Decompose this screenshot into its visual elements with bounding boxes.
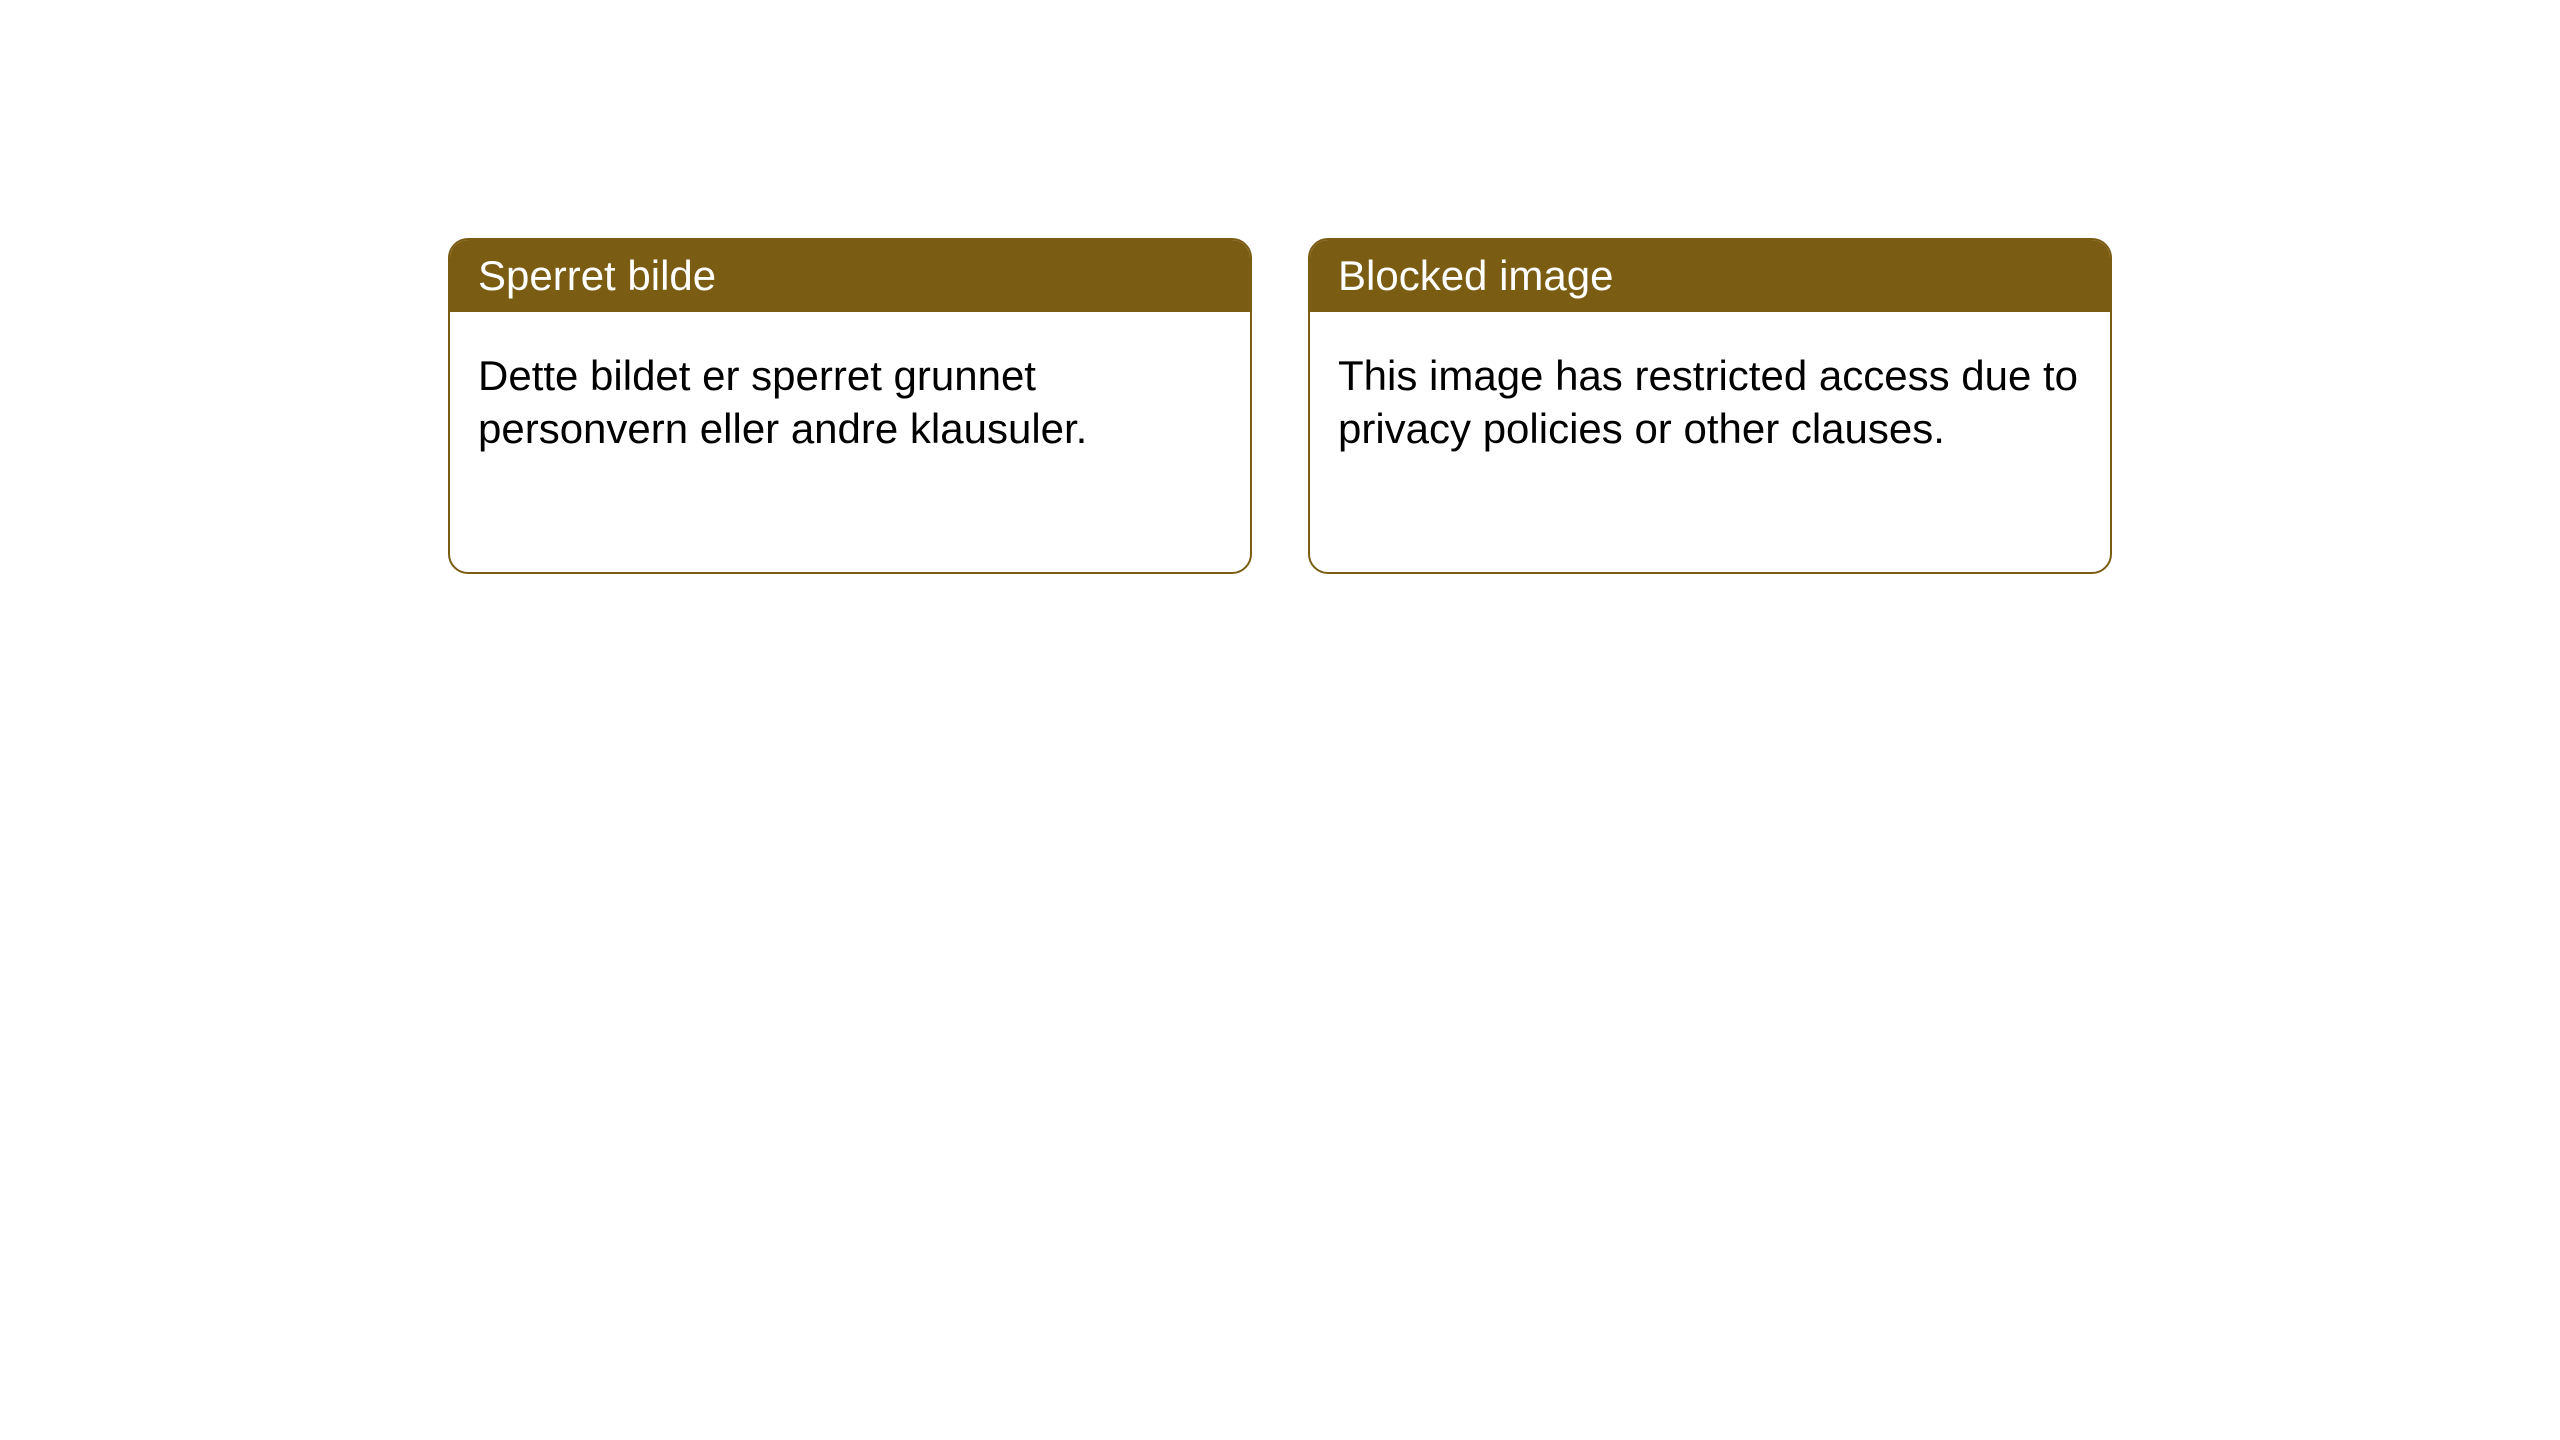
notice-body-english: This image has restricted access due to … xyxy=(1310,312,2110,493)
notice-box-norwegian: Sperret bilde Dette bildet er sperret gr… xyxy=(448,238,1252,574)
notice-box-english: Blocked image This image has restricted … xyxy=(1308,238,2112,574)
notice-header-norwegian: Sperret bilde xyxy=(450,240,1250,312)
notice-body-norwegian: Dette bildet er sperret grunnet personve… xyxy=(450,312,1250,493)
notice-container: Sperret bilde Dette bildet er sperret gr… xyxy=(448,238,2112,574)
notice-header-english: Blocked image xyxy=(1310,240,2110,312)
